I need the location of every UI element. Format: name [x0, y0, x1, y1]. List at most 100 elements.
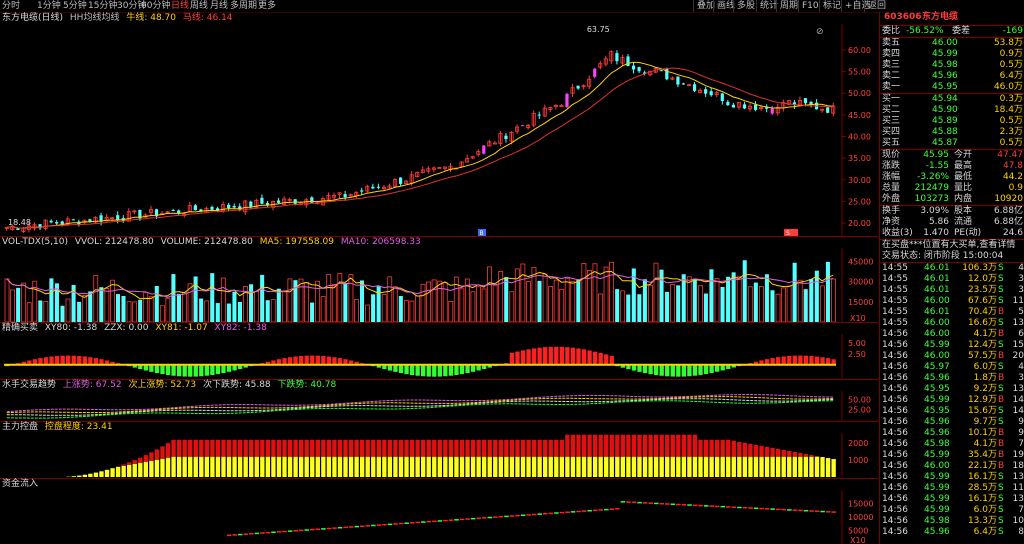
macd-chart[interactable]: 5.00 2.50 — [0, 334, 878, 378]
volume-bar — [392, 286, 398, 322]
volume-chart[interactable]: 45000 30000 15000 X10 — [0, 248, 878, 322]
volume-bar — [548, 286, 554, 322]
flow-dot — [337, 526, 343, 529]
volume-bar — [803, 289, 808, 322]
candle-body — [626, 56, 630, 67]
flow-indicator-name[interactable]: 资金流入 — [2, 479, 39, 489]
vol-ma5-value: MA5: 197558.09 — [259, 237, 334, 247]
stat-label: 净资 — [882, 217, 901, 227]
candle-body — [692, 84, 697, 91]
volume-indicator-name[interactable]: VOL-TDX(5,10) — [2, 237, 69, 247]
stat-value: 3.09% — [920, 206, 949, 216]
control-bar — [570, 434, 576, 457]
control-bar — [443, 456, 448, 477]
control-bar — [226, 439, 232, 457]
toolbar-right-tab-7[interactable]: +自选 — [841, 0, 871, 12]
flow-dot — [598, 509, 604, 511]
candlestick-chart[interactable]: 60.00 55.00 50.00 45.00 40.00 35.00 30.00 25.00… — [0, 24, 878, 236]
toolbar-right-tab-3[interactable]: 统计 — [756, 0, 778, 12]
macd-bar — [304, 355, 309, 365]
period-tab-8[interactable]: 月线 — [210, 1, 229, 11]
stat-row: 涨幅 -3.26% 最低 44.2 — [880, 172, 1024, 183]
tick-side: B — [998, 461, 1005, 471]
period-tab-1[interactable]: 1分钟 — [37, 1, 61, 11]
price-tick-label: 40.00 — [848, 132, 871, 141]
macd-bar — [415, 364, 420, 376]
tick-row: 14:56 46.00 22.1万 B 18 — [880, 461, 1024, 472]
toolbar-right-tab-2[interactable]: 多股 — [733, 0, 755, 12]
macd-bar — [165, 364, 171, 376]
control-bar — [154, 449, 160, 460]
toolbar-right-tab-0[interactable]: 叠加 — [693, 0, 715, 12]
volume-bar — [448, 300, 454, 322]
toolbar-right-tab-1[interactable]: 画线 — [713, 0, 735, 12]
ask-volume: 53.8万 — [993, 38, 1023, 48]
period-tab-9[interactable]: 多周期 — [230, 1, 258, 11]
tick-side: S — [998, 483, 1004, 493]
trend-v4: 下跌势: 40.78 — [277, 380, 337, 390]
control-bar — [409, 456, 415, 477]
volume-bar — [437, 280, 443, 322]
volume-bar — [326, 274, 332, 322]
period-tab-10[interactable]: 更多 — [258, 1, 277, 11]
main-force-chart[interactable]: 2000 1000 — [0, 433, 878, 477]
period-tab-7[interactable]: 周线 — [190, 1, 209, 11]
macd-bar — [88, 357, 93, 365]
trend-indicator-name[interactable]: 水手交易趋势 — [2, 380, 57, 390]
buy-marker[interactable] — [478, 229, 486, 236]
control-bar — [526, 456, 531, 477]
macd-indicator-name[interactable]: 精确买卖 — [2, 323, 39, 333]
toolbar-right-tab-5[interactable]: F10 — [798, 0, 819, 12]
control-bar — [637, 434, 642, 457]
period-tab-5[interactable]: 60分钟 — [141, 1, 171, 11]
macd-bar — [387, 364, 393, 371]
divider — [880, 93, 1024, 94]
trend-chart[interactable]: 50.00 25.00 — [0, 391, 878, 420]
period-tab-0[interactable]: 分时 — [2, 1, 21, 11]
flow-dot — [787, 509, 792, 511]
candle-body — [587, 78, 592, 87]
volume-bar — [659, 269, 664, 322]
peak-price-label: 63.75 — [587, 25, 610, 34]
main-force-indicator-name[interactable]: 主力控盘 — [2, 422, 39, 432]
volume-bar — [354, 299, 359, 322]
volume-bar — [165, 297, 171, 322]
toolbar-right-tab-8[interactable]: 返回 — [864, 0, 886, 12]
volume-bar — [681, 274, 686, 322]
tick-time: 14:56 — [882, 351, 908, 361]
indicator-name[interactable]: HH均线均线 — [69, 13, 120, 23]
chart-settings-icon[interactable]: ⊘ — [816, 27, 824, 37]
tick-count: 6 — [1018, 329, 1024, 339]
control-bar — [543, 456, 548, 477]
flow-dot — [304, 529, 310, 531]
volume-bar — [653, 262, 659, 322]
volume-bar — [726, 276, 731, 322]
ask-label: 卖二 — [882, 71, 901, 81]
control-bar — [199, 439, 204, 457]
notice-text[interactable]: 在买盘***位置有大买单,查看详情 — [882, 240, 1016, 250]
tick-count: 20 — [1012, 351, 1024, 361]
period-tab-2[interactable]: 5分钟 — [63, 1, 87, 11]
control-bar — [665, 456, 670, 477]
macd-bar — [509, 352, 515, 365]
toolbar-right-tab-4[interactable]: 周期 — [776, 0, 798, 12]
control-bar — [443, 439, 448, 457]
tick-volume: 16.1万 — [967, 494, 997, 504]
period-tab-4[interactable]: 30分钟 — [117, 1, 147, 11]
period-tab-6[interactable]: 日线 — [171, 1, 190, 11]
macd-bar — [714, 364, 720, 372]
weicha-value: -169 — [1002, 26, 1023, 36]
control-bar — [476, 439, 481, 457]
macd-bar — [592, 351, 598, 365]
macd-bar — [149, 364, 154, 372]
volume-bar — [348, 274, 354, 322]
ask-row: 卖二 45.96 6.4万 — [880, 71, 1024, 82]
toolbar-right-tab-6[interactable]: 标记 — [819, 0, 841, 12]
macd-bar — [620, 364, 626, 368]
sell-marker[interactable] — [784, 229, 798, 236]
flow-dot — [249, 533, 254, 535]
period-tab-3[interactable]: 15分钟 — [88, 1, 118, 11]
candle-body — [232, 206, 236, 208]
candle-body — [643, 72, 647, 74]
